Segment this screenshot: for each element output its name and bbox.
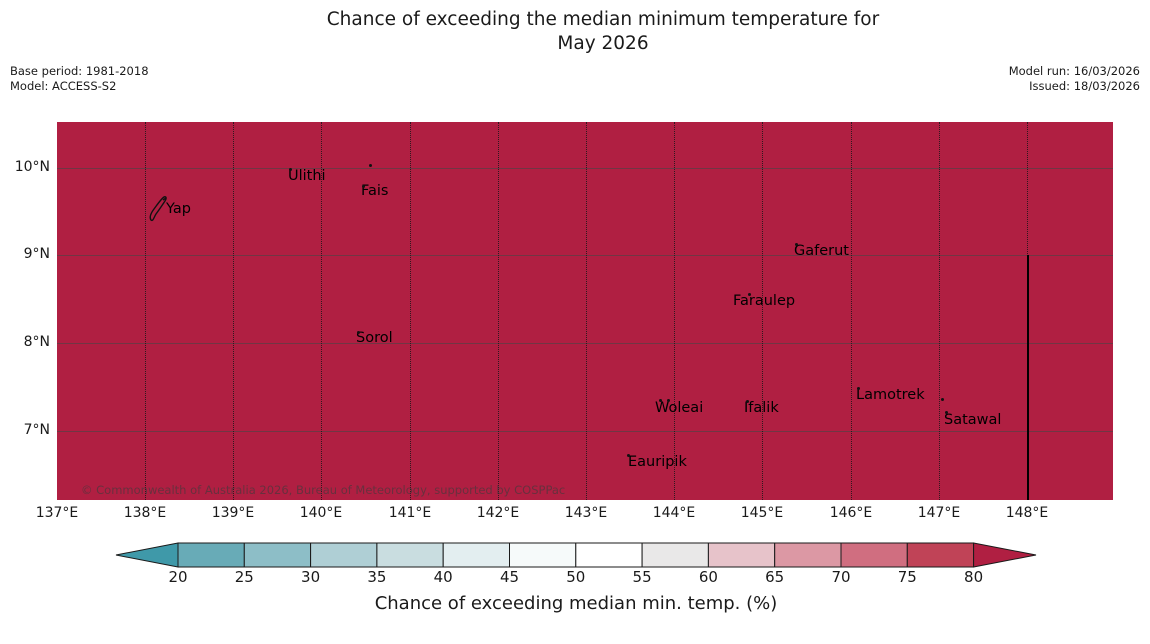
model-text: Model: ACCESS-S2: [10, 78, 117, 93]
island-marker-dot: [362, 185, 365, 188]
chart-title-line1: Chance of exceeding the median minimum t…: [326, 9, 880, 30]
lon-tick-label: 140°E: [299, 505, 343, 521]
gridline-lat-7°N: [57, 431, 1113, 432]
colorbar-segment-40: [442, 542, 510, 568]
lon-tick-label: 143°E: [564, 505, 608, 521]
lon-tick-label: 144°E: [652, 505, 696, 521]
island-label-ulithi: Ulithi: [288, 168, 326, 184]
base-period-text: Base period: 1981-2018: [10, 64, 149, 78]
lon-tick-label: 137°E: [35, 505, 79, 521]
gridline-lon-139°E: [233, 122, 234, 500]
island-label-satawal: Satawal: [944, 412, 1002, 428]
lat-tick-label: 9°N: [23, 246, 50, 262]
colorbar: 20 25 30 35 40 45 50 55 60 65 70 75 80 Chance of exc…: [0, 540, 1150, 620]
island-label-woleai: Woleai: [655, 400, 704, 416]
island-label-faraulep: Faraulep: [733, 293, 796, 309]
colorbar-segment-60: [707, 542, 776, 568]
longitude-axis: 137°E 138°E 139°E 140°E 141°E 142°E 143°E 144°E…: [36, 505, 1113, 525]
island-marker-dot: [289, 168, 292, 171]
gridline-lon-147°E: [939, 122, 940, 500]
island-marker-dot: [627, 454, 630, 457]
colorbar-under-arrow: [115, 542, 179, 568]
state-boundary-line: [1027, 255, 1029, 500]
lon-tick-label: 146°E: [829, 505, 873, 521]
colorbar-tick-45: 45: [499, 568, 520, 586]
island-marker-dot: [748, 293, 751, 296]
colorbar-tick-20: 20: [168, 568, 188, 586]
colorbar-gradient-bar: [115, 542, 1037, 568]
island-label-gaferut: Gaferut: [794, 243, 849, 259]
yap-island-outline-icon: [149, 196, 167, 222]
colorbar-over-arrow: [973, 542, 1037, 568]
island-label-eauripik: Eauripik: [628, 454, 687, 470]
gridline-lon-145°E: [762, 122, 763, 500]
lat-tick-label: 8°N: [23, 334, 50, 350]
gridline-lon-140°E: [321, 122, 322, 500]
colorbar-tick-70: 70: [831, 568, 851, 586]
island-marker-dot: [941, 398, 944, 401]
island-marker-dot: [857, 387, 860, 390]
gridline-lon-141°E: [410, 122, 411, 500]
latitude-axis: 10°N 9°N 8°N 7°N: [0, 122, 50, 500]
lon-tick-label: 139°E: [211, 505, 255, 521]
colorbar-tick-40: 40: [433, 568, 453, 586]
island-label-fais: Fais: [361, 183, 389, 199]
colorbar-segment-45: [509, 542, 577, 568]
colorbar-tick-55: 55: [632, 568, 652, 586]
copyright-text: © Commonwealth of Australia 2026, Bureau…: [81, 483, 566, 497]
island-label-yap: Yap: [166, 201, 191, 217]
lon-tick-label: 141°E: [388, 505, 432, 521]
lon-tick-label: 148°E: [1005, 505, 1049, 521]
colorbar-tick-60: 60: [698, 568, 718, 586]
colorbar-segment-70: [840, 542, 908, 568]
colorbar-segment-75: [906, 542, 975, 568]
colorbar-tick-75: 75: [897, 568, 917, 586]
colorbar-tick-35: 35: [367, 568, 387, 586]
island-label-ifalik: Ifalik: [744, 400, 779, 416]
chart-title: Chance of exceeding the median minimum t…: [103, 8, 1103, 56]
gridline-lon-143°E: [586, 122, 587, 500]
chart-title-line2: May 2026: [557, 33, 649, 54]
island-label-lamotrek: Lamotrek: [856, 387, 925, 403]
run-info-block: Model run: 16/03/2026 Issued: 18/03/2026: [1009, 64, 1140, 93]
gridline-lon-138°E: [145, 122, 146, 500]
colorbar-tick-30: 30: [301, 568, 321, 586]
model-run-text: Model run: 16/03/2026: [1008, 64, 1140, 78]
map-canvas: Yap Ulithi Fais Sorol Gaferut Faraulep Woleai I…: [57, 122, 1113, 500]
colorbar-tick-65: 65: [765, 568, 785, 586]
colorbar-segment-65: [774, 542, 842, 568]
lat-tick-label: 10°N: [14, 159, 50, 175]
colorbar-tick-50: 50: [566, 568, 586, 586]
gridline-lon-144°E: [674, 122, 675, 500]
colorbar-segment-30: [310, 542, 378, 568]
issued-text: Issued: 18/03/2026: [1029, 78, 1140, 93]
island-marker-dot: [795, 243, 798, 246]
colorbar-segment-35: [376, 542, 444, 568]
island-marker-dot: [659, 399, 662, 402]
colorbar-tick-25: 25: [234, 568, 254, 586]
gridline-lat-9°N: [57, 255, 1113, 256]
island-marker-dot: [746, 400, 749, 403]
colorbar-tick-80: 80: [964, 568, 984, 586]
lon-tick-label: 147°E: [917, 505, 961, 521]
lon-tick-label: 142°E: [476, 505, 520, 521]
lon-tick-label: 138°E: [123, 505, 167, 521]
island-marker-dot: [945, 411, 948, 414]
colorbar-segment-55: [641, 542, 709, 568]
island-marker-dot: [369, 164, 372, 167]
colorbar-segment-50: [575, 542, 643, 568]
colorbar-segment-20: [177, 542, 245, 568]
gridline-lat-10°N: [57, 168, 1113, 169]
colorbar-label: Chance of exceeding median min. temp. (%…: [374, 593, 778, 614]
island-label-sorol: Sorol: [356, 330, 393, 346]
island-marker-dot: [667, 399, 670, 402]
gridline-lon-142°E: [498, 122, 499, 500]
lon-tick-label: 145°E: [740, 505, 784, 521]
colorbar-segment-25: [243, 542, 312, 568]
lat-tick-label: 7°N: [23, 422, 50, 438]
model-info-block: Base period: 1981-2018 Model: ACCESS-S2: [10, 64, 149, 93]
gridline-lat-8°N: [57, 343, 1113, 344]
gridline-lon-146°E: [851, 122, 852, 500]
island-marker-dot: [357, 331, 360, 334]
